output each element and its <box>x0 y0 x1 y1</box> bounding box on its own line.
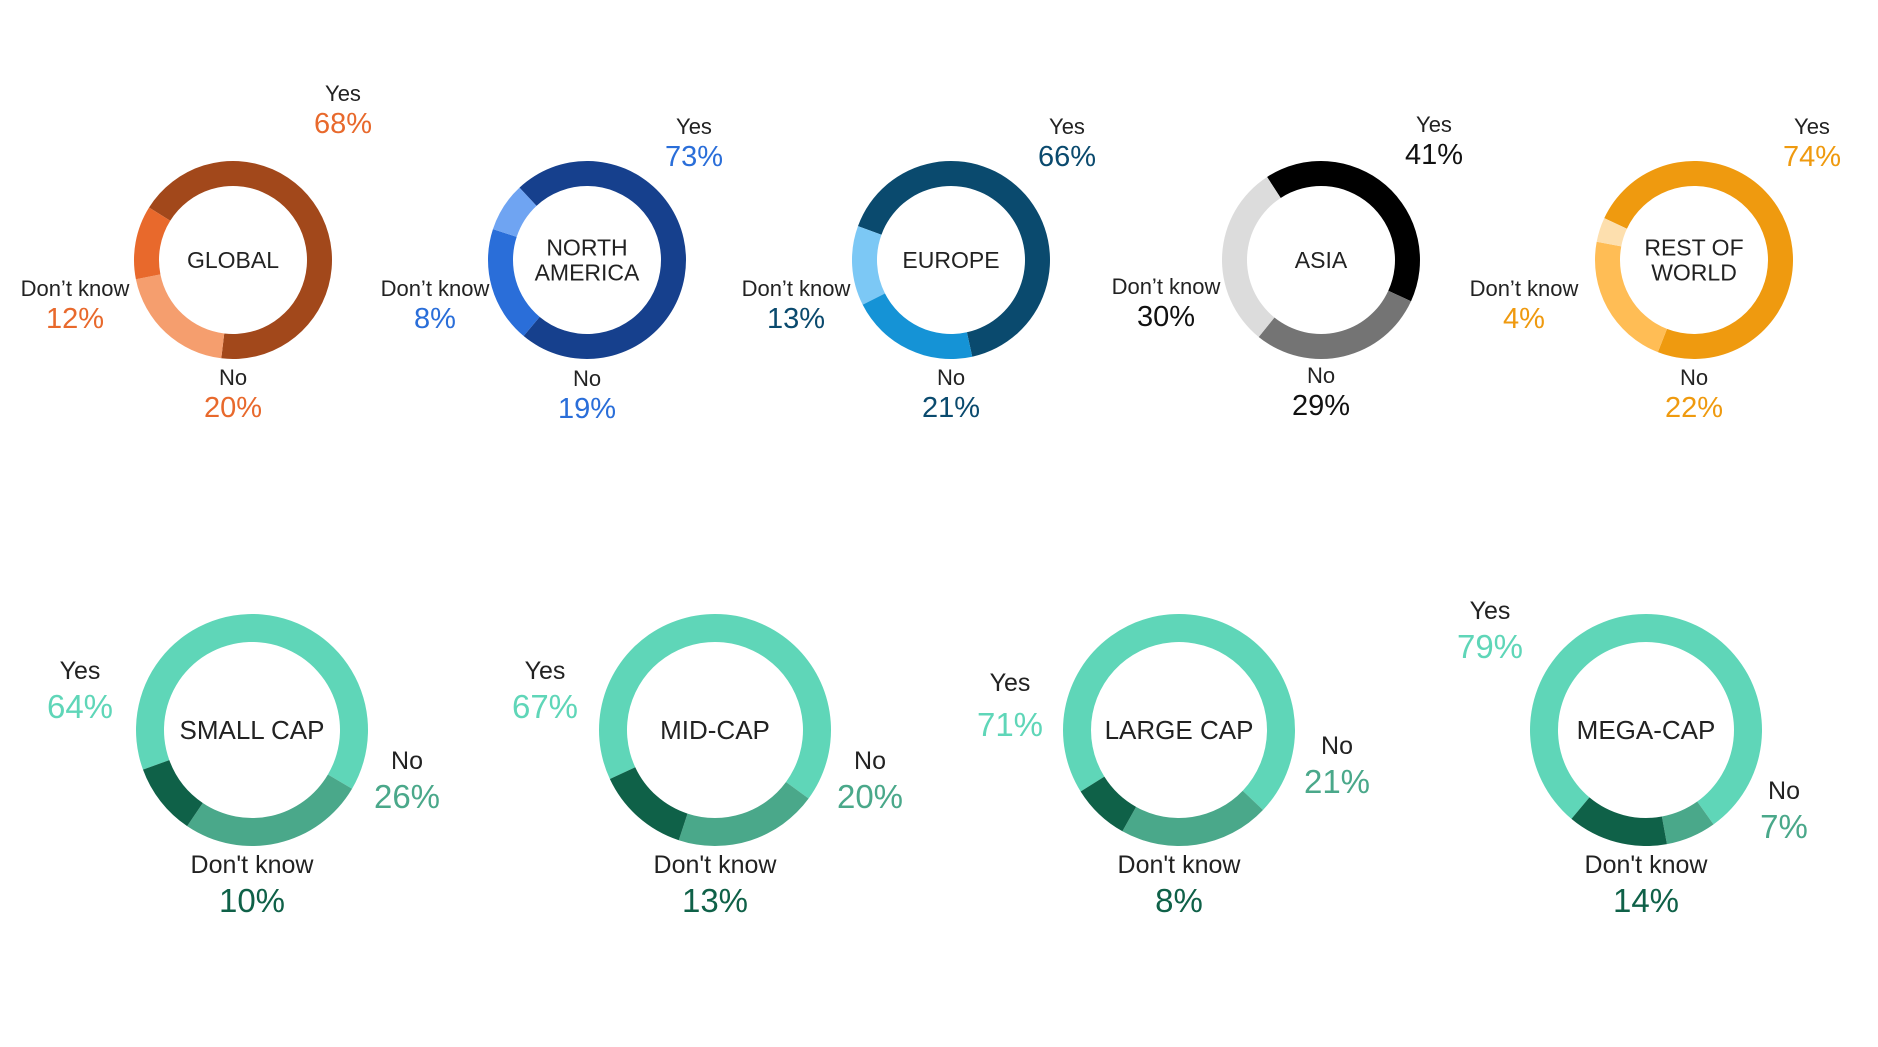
value-label-europe-dont-know: 13% <box>767 303 825 335</box>
category-label-europe-dont-know: Don’t know <box>742 276 851 301</box>
category-label-mega-cap-dont-know: Don't know <box>1585 851 1709 879</box>
value-label-mega-cap-yes: 79% <box>1457 628 1523 665</box>
value-label-large-cap-dont-know: 8% <box>1155 882 1203 919</box>
category-label-large-cap-no: No <box>1321 732 1353 760</box>
center-label-mega-cap: MEGA-CAP <box>1577 715 1716 745</box>
slice-global-no <box>135 274 225 359</box>
category-label-small-cap-dont-know: Don't know <box>191 851 315 879</box>
donut-chart-large-cap: LARGE CAP Yes 71% No 21% Don't know 8% <box>977 613 1370 919</box>
value-label-rest-of-world-yes: 74% <box>1783 141 1841 173</box>
slice-mega-cap-no <box>1661 801 1714 845</box>
value-label-small-cap-yes: 64% <box>47 688 113 725</box>
slice-mid-cap-no <box>678 781 809 847</box>
slice-large-cap-dont-know <box>1080 776 1137 832</box>
category-label-global-dont-know: Don’t know <box>21 276 130 301</box>
center-label-mid-cap: MID-CAP <box>660 715 770 745</box>
value-label-europe-yes: 66% <box>1038 141 1096 173</box>
center-label-small-cap: SMALL CAP <box>180 715 325 745</box>
slice-mid-cap-yes <box>599 613 832 799</box>
value-label-mega-cap-dont-know: 14% <box>1613 882 1679 919</box>
value-label-north-america-dont-know: 8% <box>414 303 456 335</box>
category-label-global-no: No <box>219 365 247 390</box>
value-label-rest-of-world-dont-know: 4% <box>1503 303 1545 335</box>
donut-chart-mid-cap: MID-CAP Yes 67% No 20% Don't know 13% <box>512 613 903 919</box>
value-label-large-cap-yes: 71% <box>977 706 1043 743</box>
slice-large-cap-no <box>1122 790 1263 847</box>
value-label-small-cap-no: 26% <box>374 778 440 815</box>
slice-small-cap-yes <box>136 613 369 789</box>
donut-chart-mega-cap: MEGA-CAP Yes 79% No 7% Don't know 14% <box>1457 597 1808 919</box>
value-label-global-dont-know: 12% <box>46 303 104 335</box>
category-label-mega-cap-no: No <box>1768 777 1800 805</box>
category-label-rest-of-world-dont-know: Don’t know <box>1470 276 1579 301</box>
category-label-north-america-no: No <box>573 366 601 391</box>
center-label-rest-of-world: WORLD <box>1651 260 1737 286</box>
center-label-asia: ASIA <box>1295 247 1348 273</box>
value-label-mid-cap-dont-know: 13% <box>682 882 748 919</box>
category-label-north-america-dont-know: Don’t know <box>381 276 490 301</box>
value-label-mid-cap-yes: 67% <box>512 688 578 725</box>
center-label-europe: EUROPE <box>902 247 999 273</box>
category-label-asia-dont-know: Don’t know <box>1112 274 1221 299</box>
category-label-rest-of-world-no: No <box>1680 365 1708 390</box>
center-label-global: GLOBAL <box>187 247 279 273</box>
slice-north-america-yes <box>519 161 687 360</box>
slice-asia-yes <box>1267 161 1420 302</box>
category-label-asia-yes: Yes <box>1416 112 1452 137</box>
slice-asia-no <box>1258 290 1412 359</box>
slice-large-cap-yes <box>1063 613 1296 810</box>
slice-global-dont-know <box>134 207 171 280</box>
slice-mid-cap-dont-know <box>609 767 688 841</box>
center-label-north-america: AMERICA <box>535 260 640 286</box>
value-label-global-no: 20% <box>204 392 262 424</box>
slice-rest-of-world-no <box>1595 241 1667 353</box>
value-label-rest-of-world-no: 22% <box>1665 392 1723 424</box>
category-label-mid-cap-dont-know: Don't know <box>654 851 778 879</box>
category-label-large-cap-dont-know: Don't know <box>1118 851 1242 879</box>
category-label-mid-cap-yes: Yes <box>525 657 566 685</box>
category-label-rest-of-world-yes: Yes <box>1794 114 1830 139</box>
value-label-global-yes: 68% <box>314 108 372 140</box>
category-label-europe-no: No <box>937 365 965 390</box>
category-label-asia-no: No <box>1307 363 1335 388</box>
category-label-small-cap-no: No <box>391 747 423 775</box>
category-label-small-cap-yes: Yes <box>60 657 101 685</box>
value-label-mega-cap-no: 7% <box>1760 808 1808 845</box>
category-label-large-cap-yes: Yes <box>990 669 1031 697</box>
value-label-europe-no: 21% <box>922 392 980 424</box>
value-label-small-cap-dont-know: 10% <box>219 882 285 919</box>
category-label-europe-yes: Yes <box>1049 114 1085 139</box>
category-label-global-yes: Yes <box>325 81 361 106</box>
slice-north-america-no <box>487 229 540 337</box>
slice-rest-of-world-dont-know <box>1596 218 1627 247</box>
value-label-asia-dont-know: 30% <box>1137 301 1195 333</box>
slice-mega-cap-dont-know <box>1571 797 1667 846</box>
category-label-mega-cap-yes: Yes <box>1470 597 1511 625</box>
slice-north-america-dont-know <box>492 187 537 237</box>
slice-asia-dont-know <box>1221 176 1281 337</box>
value-label-north-america-no: 19% <box>558 393 616 425</box>
slice-small-cap-dont-know <box>143 760 203 827</box>
center-label-large-cap: LARGE CAP <box>1105 715 1254 745</box>
center-label-rest-of-world: REST OF <box>1644 235 1743 261</box>
value-label-asia-no: 29% <box>1292 390 1350 422</box>
donut-chart-small-cap: SMALL CAP Yes 64% No 26% Don't know 10% <box>47 613 440 919</box>
value-label-asia-yes: 41% <box>1405 139 1463 171</box>
slice-europe-dont-know <box>851 226 885 305</box>
category-label-mid-cap-no: No <box>854 747 886 775</box>
value-label-north-america-yes: 73% <box>665 141 723 173</box>
category-label-north-america-yes: Yes <box>676 114 712 139</box>
slice-small-cap-no <box>187 774 353 847</box>
value-label-mid-cap-no: 20% <box>837 778 903 815</box>
slice-europe-no <box>862 293 973 360</box>
value-label-large-cap-no: 21% <box>1304 763 1370 800</box>
center-label-north-america: NORTH <box>546 235 627 261</box>
